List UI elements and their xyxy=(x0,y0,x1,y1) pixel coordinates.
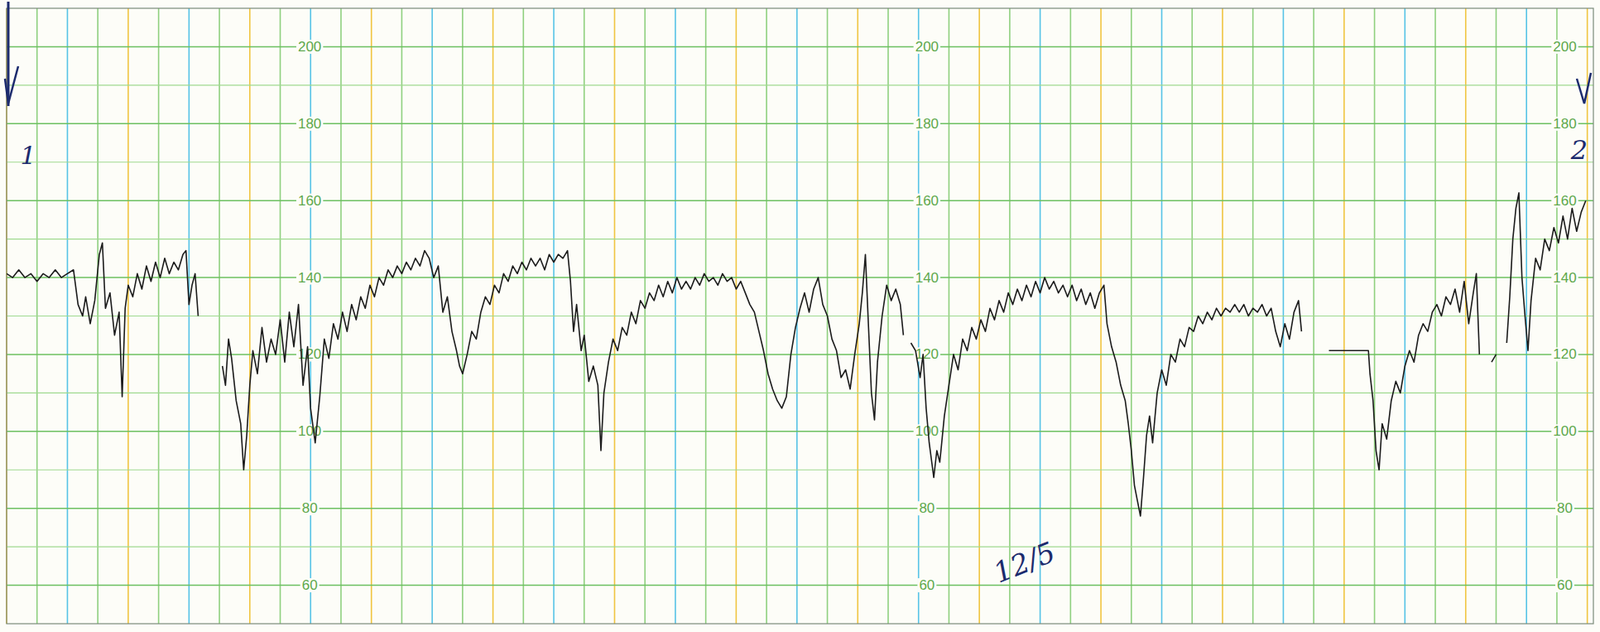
handwritten-note: 2 xyxy=(1570,134,1588,166)
tick-label-ground xyxy=(296,116,323,131)
y-tick-label: 60 xyxy=(918,576,935,593)
y-tick-label: 160 xyxy=(1552,192,1576,209)
minor-grid-line xyxy=(6,315,1594,317)
tick-label-ground xyxy=(913,116,941,131)
grid xyxy=(6,8,1594,624)
y-tick-label: 200 xyxy=(915,38,939,55)
y-tick-label: 200 xyxy=(1552,38,1576,55)
minor-grid-line xyxy=(6,84,1594,86)
tick-label-ground xyxy=(296,39,323,54)
y-tick-label: 80 xyxy=(302,499,318,516)
y-tick-label: 140 xyxy=(1552,269,1576,286)
y-tick-labels: 60 80 100 120 140 160 180 200 60 80 100 120 140 160 18… xyxy=(296,38,1579,593)
y-tick-label: 80 xyxy=(1556,499,1573,516)
tick-label-ground xyxy=(1551,193,1578,208)
tick-label-ground xyxy=(1551,116,1578,131)
y-tick-label: 160 xyxy=(915,192,939,209)
minor-grid-line xyxy=(6,238,1594,240)
tick-label-ground xyxy=(1551,346,1578,361)
y-tick-label: 140 xyxy=(915,269,939,286)
y-tick-label: 100 xyxy=(297,422,322,439)
minor-grid-line xyxy=(6,392,1594,394)
y-grid-line xyxy=(6,430,1594,433)
y-grid-line xyxy=(6,276,1594,279)
tick-label-ground xyxy=(1551,423,1578,438)
tick-label-ground xyxy=(1551,39,1578,54)
ctg-chart: 6080100120140160180200608010012014016018… xyxy=(0,0,1600,632)
tick-label-ground xyxy=(917,577,937,592)
tick-label-ground xyxy=(300,577,320,592)
y-tick-label: 140 xyxy=(297,269,322,286)
y-grid-line xyxy=(6,46,1594,49)
y-grid-line xyxy=(6,584,1594,587)
y-grid-line xyxy=(6,199,1594,202)
tick-label-ground xyxy=(913,193,941,208)
tick-label-ground xyxy=(300,500,320,515)
tick-label-ground xyxy=(1555,577,1575,592)
tick-label-ground xyxy=(296,346,323,361)
y-tick-label: 180 xyxy=(1552,115,1576,132)
tick-label-ground xyxy=(1551,270,1578,285)
y-grid-line xyxy=(6,507,1594,510)
y-tick-label: 180 xyxy=(915,115,939,132)
y-tick-label: 180 xyxy=(297,115,322,132)
y-tick-label: 120 xyxy=(1552,345,1576,362)
tick-label-ground xyxy=(296,423,323,438)
tick-label-ground xyxy=(913,39,941,54)
minor-grid-line xyxy=(6,469,1594,471)
tick-label-ground xyxy=(913,423,941,438)
tick-label-ground xyxy=(913,270,941,285)
fhr-trace xyxy=(6,192,1586,516)
tick-label-ground xyxy=(1555,500,1575,515)
y-tick-label: 100 xyxy=(1552,422,1576,439)
y-tick-label: 60 xyxy=(1556,576,1573,593)
minor-grid-line xyxy=(6,546,1594,548)
annotations: 1 2 12/5 xyxy=(19,134,1588,590)
tick-label-ground xyxy=(296,193,323,208)
y-tick-label: 80 xyxy=(918,499,935,516)
paper xyxy=(0,0,1600,632)
y-tick-label: 100 xyxy=(915,422,939,439)
pen-mark xyxy=(4,66,19,104)
y-grid-line xyxy=(6,123,1594,125)
y-grid-line xyxy=(6,353,1594,356)
tick-label-ground xyxy=(296,270,323,285)
tick-label-ground xyxy=(917,500,937,515)
minor-grid-line xyxy=(6,161,1594,163)
y-tick-label: 60 xyxy=(302,576,318,593)
handwritten-note: 1 xyxy=(19,140,36,170)
trace-group xyxy=(6,192,1586,516)
y-tick-label: 160 xyxy=(297,192,322,209)
plot-frame xyxy=(6,8,1594,624)
pen-mark xyxy=(1576,72,1591,104)
y-tick-label: 200 xyxy=(297,38,322,55)
pen-marks xyxy=(4,1,1591,106)
y-tick-label: 120 xyxy=(915,345,939,362)
handwritten-note: 12/5 xyxy=(989,534,1061,590)
